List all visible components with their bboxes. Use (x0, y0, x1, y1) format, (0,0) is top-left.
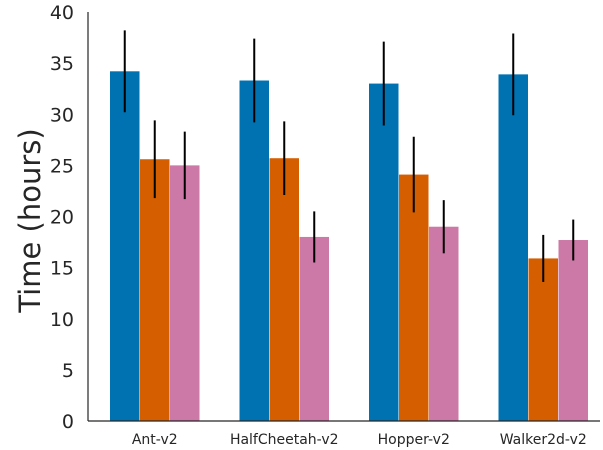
y-tick-label: 35 (50, 53, 74, 75)
error-bars (123, 30, 575, 282)
bar (399, 174, 429, 421)
x-tick-label: HalfCheetah-v2 (230, 432, 339, 448)
bar (239, 80, 269, 421)
x-tick-label: Hopper-v2 (378, 432, 450, 448)
y-axis-ticks: 0 5 10 15 20 25 30 35 40 (50, 2, 74, 433)
bar (558, 240, 588, 421)
x-axis-tick-labels: Ant-v2 HalfCheetah-v2 Hopper-v2 Walker2d-v2 (132, 432, 587, 448)
y-tick-label: 0 (62, 411, 74, 433)
y-tick-label: 40 (50, 2, 74, 24)
x-tick-label: Walker2d-v2 (500, 432, 587, 448)
bar (269, 158, 299, 421)
bar (528, 258, 558, 421)
y-tick-label: 15 (50, 258, 74, 280)
y-tick-label: 10 (50, 309, 74, 331)
y-tick-label: 5 (62, 360, 74, 382)
bar (299, 236, 329, 421)
x-tick-label: Ant-v2 (132, 432, 178, 448)
y-axis-title: Time (hours) (13, 128, 47, 313)
y-tick-label: 30 (50, 104, 74, 126)
bar (369, 83, 399, 421)
bar (429, 226, 459, 421)
y-tick-label: 20 (50, 207, 74, 229)
y-tick-label: 25 (50, 155, 74, 177)
bar (170, 165, 200, 421)
bars (110, 71, 588, 422)
bar (110, 71, 140, 422)
bar (498, 74, 528, 421)
bar (140, 159, 170, 422)
